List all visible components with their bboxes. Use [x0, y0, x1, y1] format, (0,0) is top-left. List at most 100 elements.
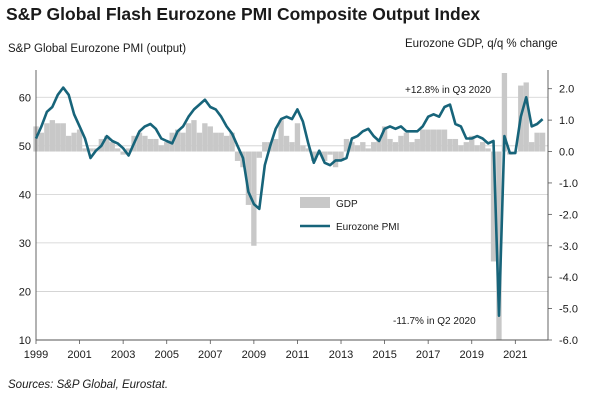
- gdp-bar: [392, 142, 399, 152]
- gdp-bar: [463, 142, 469, 152]
- gdp-bar: [60, 123, 66, 152]
- gdp-bar: [398, 135, 404, 152]
- gdp-bar: [71, 132, 77, 152]
- gdp-bar: [409, 142, 415, 152]
- gdp-bar: [539, 132, 546, 152]
- gdp-bar: [452, 138, 459, 152]
- y-left-tick-label: 10: [19, 335, 31, 347]
- x-tick-label: 2009: [242, 349, 266, 361]
- gdp-bar: [458, 145, 464, 152]
- gdp-bar: [87, 148, 94, 152]
- annotation-q3-2020: +12.8% in Q3 2020: [405, 85, 491, 96]
- gdp-bar: [38, 132, 45, 152]
- y-right-tick-label: 0.0: [559, 147, 574, 159]
- gdp-bar: [490, 151, 497, 262]
- gdp-bar: [147, 138, 154, 152]
- gdp-bar: [115, 148, 121, 152]
- gdp-bar: [207, 126, 213, 152]
- y-left-tick-label: 60: [19, 92, 31, 104]
- gdp-bar: [76, 129, 83, 152]
- gdp-bar: [82, 148, 88, 152]
- gdp-bar: [425, 129, 431, 152]
- right-axis-title: Eurozone GDP, q/q % change: [405, 38, 558, 50]
- gdp-bar: [218, 132, 224, 152]
- x-tick-label: 2015: [372, 349, 396, 361]
- y-right-tick-label: 2.0: [559, 84, 574, 96]
- gdp-bar: [311, 151, 317, 161]
- gdp-bar: [365, 148, 371, 152]
- gdp-bar: [327, 151, 333, 155]
- gdp-bar: [289, 142, 295, 152]
- gdp-bar: [125, 148, 132, 152]
- gdp-bar: [501, 73, 508, 152]
- y-left-tick-label: 40: [19, 189, 31, 201]
- gdp-bar: [223, 135, 230, 152]
- gdp-bar: [479, 142, 486, 152]
- gdp-bar: [403, 132, 410, 152]
- gdp-bar: [66, 135, 72, 152]
- gdp-bar: [109, 142, 115, 152]
- y-left-tick-label: 30: [19, 238, 31, 250]
- gdp-bar: [436, 129, 442, 152]
- gdp-bar: [420, 129, 426, 152]
- gdp-bar: [534, 132, 540, 152]
- gdp-bar: [387, 138, 393, 152]
- gdp-bar: [104, 135, 110, 152]
- gdp-bar: [447, 138, 453, 152]
- x-tick-label: 2005: [154, 349, 178, 361]
- gdp-bar: [474, 145, 480, 152]
- source-note: Sources: S&P Global, Eurostat.: [8, 379, 169, 391]
- gdp-bar: [158, 145, 164, 152]
- y-left-tick-label: 20: [19, 286, 31, 298]
- gdp-bar: [469, 135, 475, 152]
- gdp-bar: [381, 126, 388, 152]
- gdp-bars: [33, 73, 546, 340]
- gdp-bar: [164, 142, 170, 152]
- gdp-bar: [136, 132, 143, 152]
- x-tick-label: 2001: [67, 349, 91, 361]
- gdp-bar: [414, 138, 420, 152]
- gdp-bar: [349, 142, 355, 152]
- gdp-bar: [523, 82, 529, 152]
- gdp-bar: [185, 123, 192, 152]
- gdp-bar: [430, 129, 437, 152]
- gdp-bar: [174, 129, 181, 152]
- gdp-bar: [528, 142, 535, 152]
- gdp-bar: [49, 120, 56, 152]
- gdp-bar: [360, 142, 366, 152]
- x-tick-label: 2007: [198, 349, 222, 361]
- y-left-tick-label: 50: [19, 141, 31, 153]
- pmi-line: [34, 86, 544, 317]
- y-right-tick-label: -2.0: [559, 209, 578, 221]
- gdp-bar: [245, 151, 252, 205]
- gdp-bar: [343, 138, 350, 152]
- y-right-tick-label: -3.0: [559, 241, 578, 253]
- gdp-bar: [153, 138, 159, 152]
- gdp-bar: [338, 151, 344, 161]
- legend-gdp-label: GDP: [336, 199, 358, 210]
- gdp-bar: [322, 151, 328, 161]
- gdp-bar: [180, 132, 186, 152]
- axes: [35, 70, 552, 344]
- gdp-bar: [262, 142, 268, 152]
- gdp-bar: [485, 148, 491, 152]
- gdp-bar: [354, 145, 361, 152]
- gdp-bar: [496, 151, 502, 340]
- gdp-bar: [251, 151, 257, 246]
- y-right-tick-label: -6.0: [559, 335, 578, 347]
- annotation-q2-2020: -11.7% in Q2 2020: [393, 316, 476, 327]
- legend-gdp-swatch: [300, 197, 330, 208]
- gdp-bar: [55, 123, 61, 152]
- x-tick-label: 2017: [416, 349, 440, 361]
- gdp-bar: [196, 132, 203, 152]
- gdp-bar: [371, 142, 377, 152]
- gdp-bar: [202, 123, 208, 152]
- tick-labels: 10 20 30 40 50 60 -6.0 -5.0 -4.0 -3.0 -2.0 -1.0 0.0 1…: [19, 84, 578, 361]
- gridlines: [36, 96, 548, 341]
- chart-title: S&P Global Flash Eurozone PMI Composite …: [6, 4, 481, 24]
- gdp-bar: [191, 120, 197, 152]
- gdp-bar: [142, 135, 148, 152]
- y-right-tick-label: -5.0: [559, 304, 578, 316]
- left-axis-title: S&P Global Eurozone PMI (output): [8, 43, 187, 55]
